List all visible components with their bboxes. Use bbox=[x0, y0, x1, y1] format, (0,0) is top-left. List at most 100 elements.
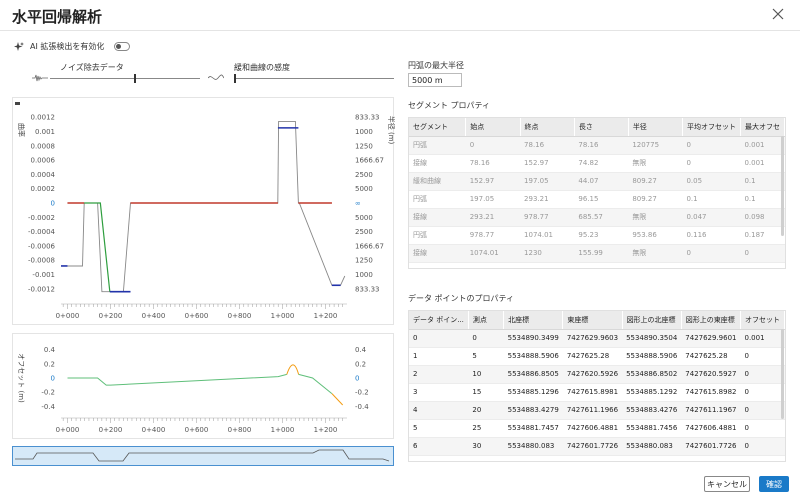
y-tick-label: 0.0012 bbox=[31, 114, 56, 122]
point-header-1[interactable]: 測点 bbox=[468, 311, 505, 330]
y2-tick-label: 5000 bbox=[355, 185, 373, 193]
point-cell: 5534886.8502 bbox=[622, 365, 682, 384]
segment-header-0[interactable]: セグメント bbox=[409, 118, 467, 137]
point-cell: 5534883.4276 bbox=[622, 401, 682, 420]
offset-x-tick-label: 0+600 bbox=[185, 426, 209, 434]
segment-cell: 無限 bbox=[628, 244, 683, 263]
point-row[interactable]: 6 30 5534880.083 7427601.7726 5534880.083 742… bbox=[409, 437, 785, 456]
header-divider bbox=[0, 30, 800, 31]
segment-header-6[interactable]: 最大オフセ bbox=[740, 118, 785, 137]
curve-slider-thumb[interactable] bbox=[234, 74, 236, 83]
points-table: データ ポイン... 測点 北座標 東座標 図形上の北座標 図形上の東座標 オフセット 0 0 5… bbox=[409, 311, 785, 456]
segment-cell: 197.05 bbox=[520, 172, 575, 191]
segment-cell: 293.21 bbox=[465, 208, 521, 227]
x-tick-label: 0+200 bbox=[99, 312, 123, 320]
segment-header-1[interactable]: 始点 bbox=[465, 118, 521, 137]
segments-scrollbar[interactable] bbox=[781, 136, 784, 236]
segment-cell: 1074.01 bbox=[465, 244, 521, 263]
radius-input[interactable]: 5000 m bbox=[408, 73, 462, 87]
segment-row[interactable]: 円弧 978.77 1074.01 95.23 953.86 0.116 0.187 bbox=[409, 226, 785, 245]
segment-cell: 685.57 bbox=[574, 208, 629, 227]
points-scrollbar[interactable] bbox=[781, 329, 784, 419]
point-row[interactable]: 2 10 5534886.8505 7427620.5926 5534886.8502 7… bbox=[409, 365, 785, 384]
y2-tick-label: 1666.67 bbox=[355, 242, 384, 250]
segment-row[interactable]: 接線 78.16 152.97 74.82 無限 0 0.001 bbox=[409, 154, 785, 173]
noise-slider-thumb[interactable] bbox=[134, 74, 136, 83]
point-cell: 7427625.28 bbox=[562, 347, 623, 366]
point-cell: 7427601.7726 bbox=[562, 437, 623, 456]
point-header-2[interactable]: 北座標 bbox=[503, 311, 564, 330]
y-tick-label: -0.001 bbox=[32, 271, 55, 279]
offset-line bbox=[67, 373, 287, 386]
point-row[interactable]: 1 5 5534888.5906 7427625.28 5534888.5906 7427… bbox=[409, 347, 785, 366]
segment-cell: 44.07 bbox=[574, 172, 629, 191]
segment-cell: 0.187 bbox=[740, 226, 785, 245]
point-cell: 5534885.1296 bbox=[503, 383, 563, 402]
point-cell: 7427620.5926 bbox=[562, 365, 623, 384]
noise-label: ノイズ除去データ bbox=[60, 63, 124, 72]
segment-cell: 152.97 bbox=[520, 154, 575, 173]
offset-chart: 0.4 0.4 0.2 0.2 0 0 -0.2 -0.2 -0.4 -0.4 オフセット (m) 0… bbox=[17, 346, 369, 434]
segment-row[interactable]: 円弧 197.05 293.21 96.15 809.27 0.1 0.1 bbox=[409, 190, 785, 209]
segment-cell: 0 bbox=[465, 136, 521, 155]
point-header-5[interactable]: 図形上の東座標 bbox=[681, 311, 742, 330]
segment-header-4[interactable]: 半径 bbox=[628, 118, 683, 137]
segment-row[interactable]: 円弧 0 78.16 78.16 120775 0 0.001 bbox=[409, 136, 785, 155]
y2-tick-label: 5000 bbox=[355, 214, 373, 222]
segment-row[interactable]: 緩和曲線 152.97 197.05 44.07 809.27 0.05 0.1 bbox=[409, 172, 785, 191]
point-cell: 3 bbox=[409, 383, 469, 402]
point-header-0[interactable]: データ ポイン... bbox=[409, 311, 469, 330]
curve-slider-track[interactable] bbox=[234, 78, 394, 79]
point-cell: 0 bbox=[468, 329, 504, 348]
segment-cell: 接線 bbox=[409, 208, 466, 227]
offset-chart-panel: 0.4 0.4 0.2 0.2 0 0 -0.2 -0.2 -0.4 -0.4 オフセット (m) 0… bbox=[12, 333, 394, 439]
segment-header-3[interactable]: 長さ bbox=[574, 118, 629, 137]
segment-row[interactable]: 接線 1074.01 1230 155.99 無限 0 0 bbox=[409, 244, 785, 263]
confirm-button[interactable]: 確認 bbox=[759, 476, 789, 492]
point-row[interactable]: 4 20 5534883.4279 7427611.1966 5534883.4276 7… bbox=[409, 401, 785, 420]
point-row[interactable]: 3 15 5534885.1296 7427615.8981 5534885.1292 7… bbox=[409, 383, 785, 402]
point-cell: 25 bbox=[468, 419, 504, 438]
y-tick-label: -0.0012 bbox=[28, 285, 55, 293]
segment-header-5[interactable]: 平均オフセット bbox=[682, 118, 741, 137]
close-icon[interactable] bbox=[770, 6, 786, 22]
curve-label: 緩和曲線の感度 bbox=[234, 63, 290, 72]
curvature-chart-panel: 0.0012 833.33 0.001 1000 0.0008 1250 0.0006 166… bbox=[12, 97, 396, 325]
offset-y-tick-label: -0.4 bbox=[41, 403, 55, 411]
segment-cell: 無限 bbox=[628, 154, 683, 173]
point-header-6[interactable]: オフセット bbox=[740, 311, 785, 330]
segments-title: セグメント プロパティ bbox=[408, 101, 491, 110]
offset-y2-tick-label: -0.4 bbox=[355, 403, 369, 411]
ai-toggle[interactable] bbox=[114, 42, 131, 51]
point-header-4[interactable]: 図形上の北座標 bbox=[622, 311, 682, 330]
segment-cell: 0 bbox=[682, 136, 741, 155]
segment-header-2[interactable]: 終点 bbox=[520, 118, 575, 137]
noise-slider-track[interactable] bbox=[50, 78, 200, 79]
segments-table-wrap[interactable]: セグメント 始点 終点 長さ 半径 平均オフセット 最大オフセ 円弧 0 78.16 78.16 12… bbox=[408, 117, 786, 269]
point-cell: 7427629.9603 bbox=[562, 329, 623, 348]
dialog-title: 水平回帰解析 bbox=[12, 8, 103, 26]
segment-cell: 無限 bbox=[628, 208, 683, 227]
ai-row: AI 拡張検出を有効化 bbox=[14, 41, 131, 52]
point-row[interactable]: 0 0 5534890.3499 7427629.9603 5534890.3504 74… bbox=[409, 329, 785, 348]
offset-peak bbox=[286, 364, 300, 375]
sparkle-icon bbox=[14, 41, 24, 51]
segment-cell: 0.047 bbox=[682, 208, 741, 227]
point-cell: 5534880.083 bbox=[503, 437, 563, 456]
point-cell: 0 bbox=[740, 437, 785, 456]
segment-cell: 155.99 bbox=[574, 244, 629, 263]
noisy-wave-icon bbox=[32, 74, 48, 82]
segment-cell: 0.001 bbox=[740, 154, 785, 173]
segments-table: セグメント 始点 終点 長さ 半径 平均オフセット 最大オフセ 円弧 0 78.16 78.16 12… bbox=[409, 118, 785, 263]
point-cell: 5534881.7456 bbox=[622, 419, 682, 438]
point-header-3[interactable]: 東座標 bbox=[562, 311, 623, 330]
point-row[interactable]: 5 25 5534881.7457 7427606.4881 5534881.7456 7… bbox=[409, 419, 785, 438]
cancel-button[interactable]: キャンセル bbox=[704, 476, 750, 492]
point-cell: 7427629.9601 bbox=[681, 329, 741, 348]
points-title: データ ポイントのプロパティ bbox=[408, 294, 515, 303]
y-tick-label: 0 bbox=[51, 200, 55, 208]
segment-row[interactable]: 接線 293.21 978.77 685.57 無限 0.047 0.098 bbox=[409, 208, 785, 227]
overview-navigator[interactable] bbox=[12, 446, 394, 466]
points-table-wrap[interactable]: データ ポイン... 測点 北座標 東座標 図形上の北座標 図形上の東座標 オフセット 0 0 5… bbox=[408, 310, 786, 462]
